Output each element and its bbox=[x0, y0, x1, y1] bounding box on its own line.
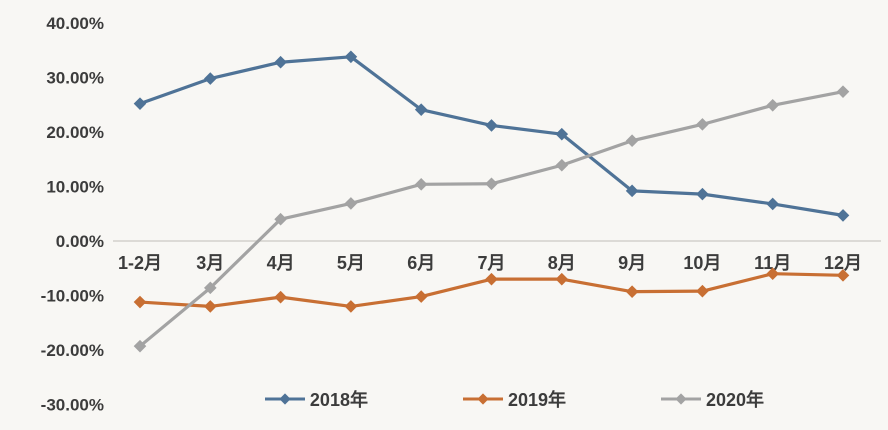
data-point-marker bbox=[625, 184, 639, 198]
x-axis-tick-label: 3月 bbox=[196, 253, 224, 273]
data-point-marker bbox=[414, 290, 428, 303]
data-point-marker bbox=[555, 127, 569, 141]
x-axis-tick-label: 12月 bbox=[824, 253, 862, 273]
data-point-marker bbox=[766, 267, 780, 281]
x-axis-tick-label: 1-2月 bbox=[118, 253, 162, 273]
legend-item-2019: 2019年 bbox=[462, 386, 566, 412]
data-point-marker bbox=[555, 272, 569, 286]
data-point-marker bbox=[274, 290, 287, 304]
data-point-marker bbox=[203, 281, 217, 295]
data-point-marker bbox=[274, 212, 287, 226]
y-axis-tick-label: -30.00% bbox=[41, 396, 104, 415]
x-axis-tick-label: 10月 bbox=[683, 253, 721, 273]
x-axis-tick-label: 8月 bbox=[548, 253, 576, 273]
legend-label: 2020年 bbox=[706, 390, 765, 410]
y-axis-tick-label: 40.00% bbox=[46, 14, 104, 33]
data-point-marker bbox=[766, 98, 780, 112]
data-point-marker bbox=[485, 272, 498, 286]
data-point-marker bbox=[133, 295, 147, 309]
legend-item-2020: 2020年 bbox=[660, 386, 764, 412]
y-axis-tick-label: 0.00% bbox=[56, 232, 104, 251]
data-point-marker bbox=[766, 197, 780, 211]
data-point-marker bbox=[203, 300, 217, 313]
data-point-marker bbox=[344, 197, 358, 210]
series-2020-line bbox=[133, 85, 850, 353]
data-point-marker bbox=[485, 177, 498, 191]
x-axis-tick-label: 7月 bbox=[477, 253, 505, 273]
data-point-marker bbox=[625, 285, 639, 298]
data-point-marker bbox=[414, 178, 428, 191]
y-axis-tick-label: 10.00% bbox=[46, 178, 104, 197]
data-point-marker bbox=[485, 119, 498, 132]
data-point-marker bbox=[696, 187, 709, 201]
legend-label: 2019年 bbox=[507, 390, 567, 410]
series-2019-line bbox=[133, 267, 850, 313]
data-point-marker bbox=[133, 339, 147, 353]
y-axis-tick-label: -20.00% bbox=[41, 341, 104, 360]
x-axis-tick-label: 9月 bbox=[618, 253, 646, 273]
data-point-marker bbox=[133, 97, 147, 110]
data-point-marker bbox=[696, 284, 709, 298]
data-point-marker bbox=[203, 72, 217, 85]
legend-item-2018: 2018年 bbox=[264, 386, 368, 412]
y-axis-tick-label: -10.00% bbox=[41, 287, 104, 306]
data-point-marker bbox=[836, 269, 850, 282]
y-axis-tick-label: 20.00% bbox=[46, 123, 104, 142]
series-2018-line bbox=[133, 50, 850, 222]
series-line-path bbox=[138, 55, 845, 217]
x-axis-tick-label: 4月 bbox=[267, 253, 295, 273]
data-point-marker bbox=[555, 158, 569, 172]
data-point-marker bbox=[344, 300, 358, 313]
x-axis-tick-label: 5月 bbox=[337, 253, 365, 273]
legend-marker-icon bbox=[264, 393, 305, 405]
legend-marker-icon bbox=[462, 393, 503, 405]
data-point-marker bbox=[696, 118, 709, 131]
data-point-marker bbox=[414, 103, 428, 116]
data-point-marker bbox=[274, 55, 287, 69]
legend-label: 2018年 bbox=[309, 390, 368, 410]
legend-marker-icon bbox=[661, 393, 702, 405]
chart-legend: 2018年 2019年 2020年 bbox=[140, 386, 888, 412]
x-axis-tick-label: 11月 bbox=[754, 253, 791, 273]
data-point-marker bbox=[625, 134, 639, 148]
data-point-marker bbox=[836, 209, 850, 222]
y-axis-tick-label: 30.00% bbox=[46, 69, 104, 88]
data-point-marker bbox=[836, 85, 850, 98]
data-point-marker bbox=[344, 50, 358, 64]
x-axis-tick-label: 6月 bbox=[407, 253, 435, 273]
